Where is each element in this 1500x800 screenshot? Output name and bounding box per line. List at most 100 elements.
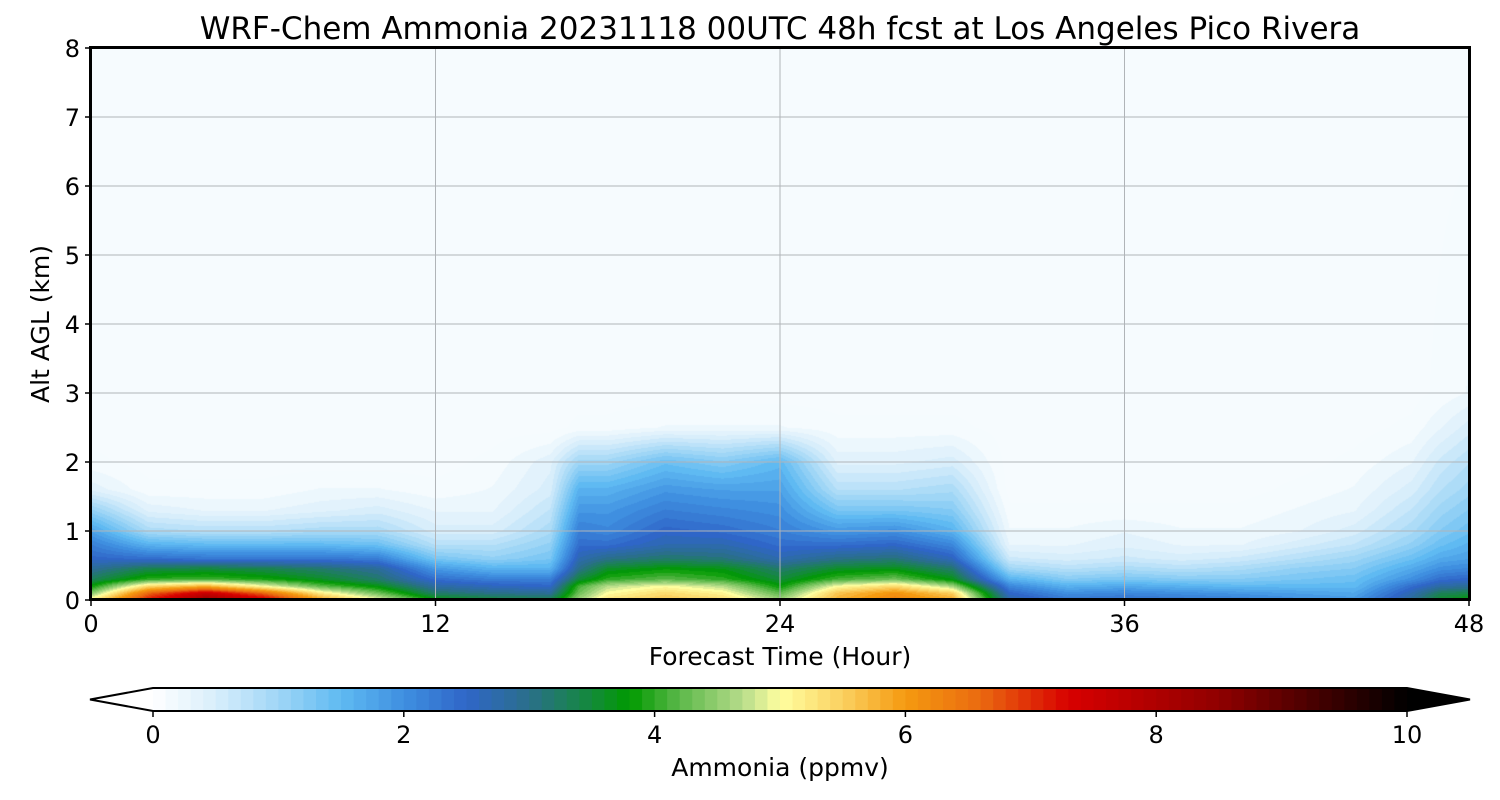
y-axis-ticks: 0 1 2 3 4 5 6 7 8 <box>65 35 91 615</box>
colorbar-segment <box>391 688 405 711</box>
colorbar-segment <box>1394 688 1408 711</box>
colorbar-segment <box>579 688 593 711</box>
colorbar-segment <box>303 688 317 711</box>
colorbar-segment <box>203 688 217 711</box>
colorbar-segment <box>554 688 568 711</box>
colorbar-segment <box>905 688 919 711</box>
colorbar-segment <box>830 688 844 711</box>
colorbar-segment <box>1306 688 1320 711</box>
colorbar-segment <box>1005 688 1019 711</box>
colorbar-segment <box>190 688 204 711</box>
colorbar-segment <box>1344 688 1358 711</box>
y-tick-label: 1 <box>65 518 80 546</box>
colorbar-segment <box>153 688 167 711</box>
y-tick-label: 4 <box>65 311 80 339</box>
colorbar-segment <box>892 688 906 711</box>
colorbar-segment <box>1043 688 1057 711</box>
colorbar-segment <box>1256 688 1270 711</box>
colorbar-segment <box>604 688 618 711</box>
x-axis-title: Forecast Time (Hour) <box>649 642 912 671</box>
colorbar-segment <box>1218 688 1233 711</box>
colorbar-segment <box>1168 688 1182 711</box>
colorbar-segment <box>1356 688 1370 711</box>
colorbar-segment <box>930 688 944 711</box>
x-tick-label: 0 <box>83 610 98 638</box>
colorbar-segment <box>917 688 932 711</box>
colorbar-segment <box>742 688 756 711</box>
colorbar-segment <box>591 688 606 711</box>
colorbar-segment <box>792 688 806 711</box>
colorbar-segment <box>754 688 769 711</box>
colorbar-segment <box>316 688 330 711</box>
colorbar-segment <box>491 688 505 711</box>
colorbar-segment <box>1131 688 1145 711</box>
colorbar-segment <box>228 688 242 711</box>
colorbar-segment <box>729 688 743 711</box>
colorbar-segment <box>215 688 229 711</box>
colorbar-segment <box>679 688 693 711</box>
colorbar-segment <box>867 688 881 711</box>
colorbar <box>89 687 1471 712</box>
colorbar-segment <box>667 688 681 711</box>
colorbar-segment <box>253 688 267 711</box>
colorbar-segment <box>290 688 305 711</box>
colorbar-segment <box>1118 688 1132 711</box>
colorbar-segment <box>479 688 493 711</box>
y-tick-label: 7 <box>65 104 80 132</box>
colorbar-segment <box>529 688 543 711</box>
colorbar-segment <box>341 688 355 711</box>
colorbar-segment <box>1156 688 1170 711</box>
colorbar-segment <box>943 688 957 711</box>
colorbar-segment <box>704 688 718 711</box>
colorbar-extend-high <box>1407 688 1470 711</box>
colorbar-segment <box>616 688 631 711</box>
colorbar-tick-label: 4 <box>647 721 662 749</box>
colorbar-segment <box>968 688 982 711</box>
colorbar-segment <box>855 688 869 711</box>
colorbar-segment <box>165 688 179 711</box>
colorbar-segment <box>654 688 668 711</box>
colorbar-segment <box>240 688 254 711</box>
colorbar-segment <box>1193 688 1207 711</box>
colorbar-segment <box>1080 688 1095 711</box>
colorbar-tick-label: 10 <box>1392 721 1423 749</box>
colorbar-segment <box>516 688 530 711</box>
colorbar-segment <box>1269 688 1283 711</box>
colorbar-segment <box>817 688 831 711</box>
colorbar-segment <box>980 688 994 711</box>
x-tick-label: 48 <box>1454 610 1485 638</box>
colorbar-extend-low <box>90 688 153 711</box>
colorbar-segment <box>178 688 192 711</box>
colorbar-segment <box>278 688 292 711</box>
colorbar-label: Ammonia (ppmv) <box>671 753 889 782</box>
chart-title: WRF-Chem Ammonia 20231118 00UTC 48h fcst… <box>200 11 1361 47</box>
colorbar-tick-label: 0 <box>145 721 160 749</box>
colorbar-tick-label: 8 <box>1149 721 1164 749</box>
colorbar-segment <box>767 688 781 711</box>
x-tick-label: 24 <box>765 610 796 638</box>
colorbar-segment <box>1381 688 1396 711</box>
x-tick-label: 12 <box>420 610 451 638</box>
colorbar-segment <box>1093 688 1107 711</box>
colorbar-segment <box>328 688 342 711</box>
colorbar-segment <box>1319 688 1333 711</box>
colorbar-segment <box>1068 688 1082 711</box>
grid-lines <box>91 48 1469 600</box>
colorbar-segment <box>880 688 894 711</box>
colorbar-segment <box>780 688 794 711</box>
colorbar-segment <box>1331 688 1345 711</box>
y-tick-label: 6 <box>65 173 80 201</box>
y-tick-label: 2 <box>65 449 80 477</box>
colorbar-segment <box>717 688 731 711</box>
colorbar-segment <box>642 688 656 711</box>
colorbar-segment <box>378 688 392 711</box>
colorbar-segment <box>993 688 1007 711</box>
colorbar-segment <box>1231 688 1245 711</box>
colorbar-segment <box>265 688 279 711</box>
colorbar-segment <box>1206 688 1220 711</box>
colorbar-segment <box>692 688 706 711</box>
colorbar-segment <box>629 688 643 711</box>
colorbar-segment <box>403 688 417 711</box>
